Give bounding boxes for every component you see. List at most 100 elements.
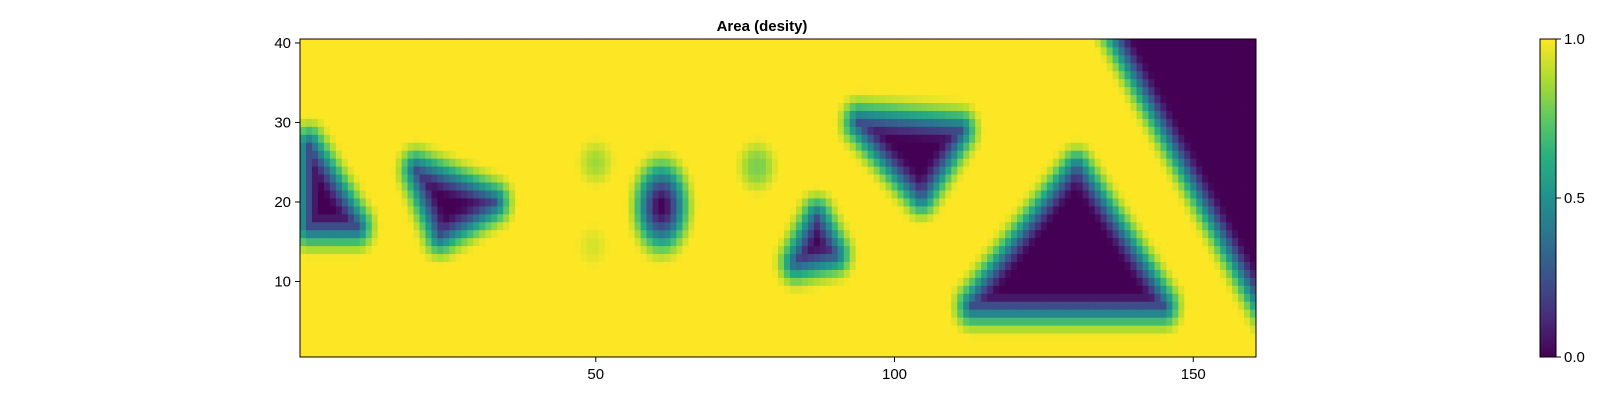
heatmap-cell [927, 205, 934, 215]
heatmap-cell [544, 333, 552, 342]
heatmap-cell [1190, 126, 1197, 135]
heatmap-cell [449, 150, 456, 159]
heatmap-cell [1088, 229, 1096, 239]
heatmap-cell [807, 285, 815, 294]
heatmap-cell [305, 253, 313, 262]
heatmap-cell [395, 166, 402, 175]
heatmap-cell [688, 221, 695, 231]
heatmap-cell [586, 245, 594, 255]
heatmap-cell [706, 341, 713, 350]
heatmap-cell [389, 317, 397, 326]
heatmap-cell [1088, 277, 1096, 286]
heatmap-cell [730, 118, 737, 127]
heatmap-cell [1220, 333, 1227, 342]
heatmap-cell [712, 237, 719, 247]
heatmap-cell [1232, 174, 1239, 183]
heatmap-cell [311, 261, 319, 270]
heatmap-cell [1184, 269, 1191, 278]
heatmap-cell [813, 277, 821, 286]
heatmap-cell [1244, 349, 1251, 358]
heatmap-cell [341, 142, 349, 151]
heatmap-cell [389, 253, 397, 262]
heatmap-cell [795, 309, 803, 318]
heatmap-cell [533, 341, 540, 350]
heatmap-cell [383, 269, 391, 278]
heatmap-cell [1100, 205, 1108, 215]
heatmap-cell [383, 317, 391, 326]
heatmap-cell [885, 213, 892, 223]
heatmap-cell [730, 142, 737, 151]
heatmap-cell [1005, 309, 1012, 318]
heatmap-cell [467, 142, 474, 151]
heatmap-cell [449, 277, 456, 286]
heatmap-cell [503, 285, 510, 294]
heatmap-cell [933, 245, 940, 255]
heatmap-cell [694, 158, 701, 167]
heatmap-cell [1082, 174, 1090, 183]
heatmap-cell [353, 190, 361, 199]
heatmap-cell [861, 309, 869, 318]
heatmap-cell [795, 293, 803, 302]
heatmap-cell [1040, 229, 1048, 239]
heatmap-cell [861, 317, 869, 326]
heatmap-cell [431, 269, 438, 278]
heatmap-cell [1017, 150, 1024, 159]
heatmap-cell [383, 158, 391, 167]
heatmap-cell [1088, 317, 1096, 326]
heatmap-cell [837, 309, 845, 318]
heatmap-cell [730, 205, 737, 215]
heatmap-cell [700, 221, 707, 231]
heatmap-cell [467, 221, 474, 231]
heatmap-cell [1106, 285, 1114, 294]
heatmap-cell [341, 333, 349, 342]
heatmap-cell [1178, 205, 1185, 215]
heatmap-cell [1238, 293, 1245, 302]
heatmap-cell [413, 229, 420, 239]
heatmap-cell [646, 261, 653, 270]
heatmap-cell [407, 269, 414, 278]
heatmap-cell [1244, 261, 1251, 270]
heatmap-cell [1052, 293, 1060, 302]
heatmap-cell [455, 309, 462, 318]
heatmap-cell [730, 325, 737, 334]
heatmap-cell [562, 333, 570, 342]
heatmap-cell [539, 142, 546, 151]
heatmap-cell [1088, 237, 1096, 247]
heatmap-cell [1124, 245, 1131, 255]
heatmap-cell [431, 309, 438, 318]
heatmap-cell [616, 269, 624, 278]
heatmap-cell [347, 102, 355, 111]
heatmap-cell [945, 182, 952, 191]
heatmap-cell [1040, 341, 1048, 350]
heatmap-cell [1226, 317, 1233, 326]
heatmap-cell [616, 237, 624, 247]
heatmap-cell [933, 205, 940, 215]
heatmap-cell [1196, 182, 1203, 191]
heatmap-cell [592, 309, 600, 318]
heatmap-cell [347, 269, 355, 278]
heatmap-cell [1238, 174, 1245, 183]
heatmap-cell [1184, 134, 1191, 143]
heatmap-cell [742, 213, 749, 223]
heatmap-cell [1220, 166, 1227, 175]
heatmap-cell [1011, 198, 1018, 207]
heatmap-cell [1130, 317, 1137, 326]
heatmap-cell [999, 245, 1006, 255]
heatmap-cell [562, 174, 570, 183]
heatmap-cell [772, 317, 779, 326]
heatmap-cell [1232, 205, 1239, 215]
heatmap-cell [861, 269, 869, 278]
heatmap-cell [760, 118, 767, 127]
heatmap-cell [837, 285, 845, 294]
heatmap-cell [365, 142, 373, 151]
heatmap-cell [335, 341, 343, 350]
heatmap-cell [742, 317, 749, 326]
heatmap-cell [329, 349, 337, 358]
heatmap-cell [1040, 349, 1048, 358]
heatmap-cell [305, 301, 313, 310]
heatmap-cell [831, 150, 839, 159]
heatmap-cell [1172, 229, 1179, 239]
heatmap-cell [383, 221, 391, 231]
heatmap-cell [670, 245, 677, 255]
heatmap-cell [1190, 158, 1197, 167]
